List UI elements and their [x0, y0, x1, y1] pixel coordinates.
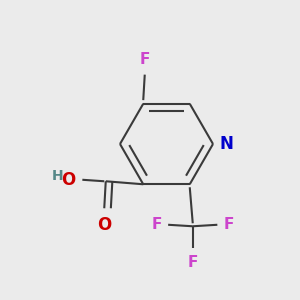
Text: O: O [61, 171, 75, 189]
Text: N: N [220, 135, 233, 153]
Text: F: F [140, 52, 150, 67]
Text: F: F [224, 217, 234, 232]
Text: F: F [188, 255, 198, 270]
Text: H: H [52, 169, 63, 183]
Text: O: O [97, 216, 111, 234]
Text: F: F [152, 217, 162, 232]
